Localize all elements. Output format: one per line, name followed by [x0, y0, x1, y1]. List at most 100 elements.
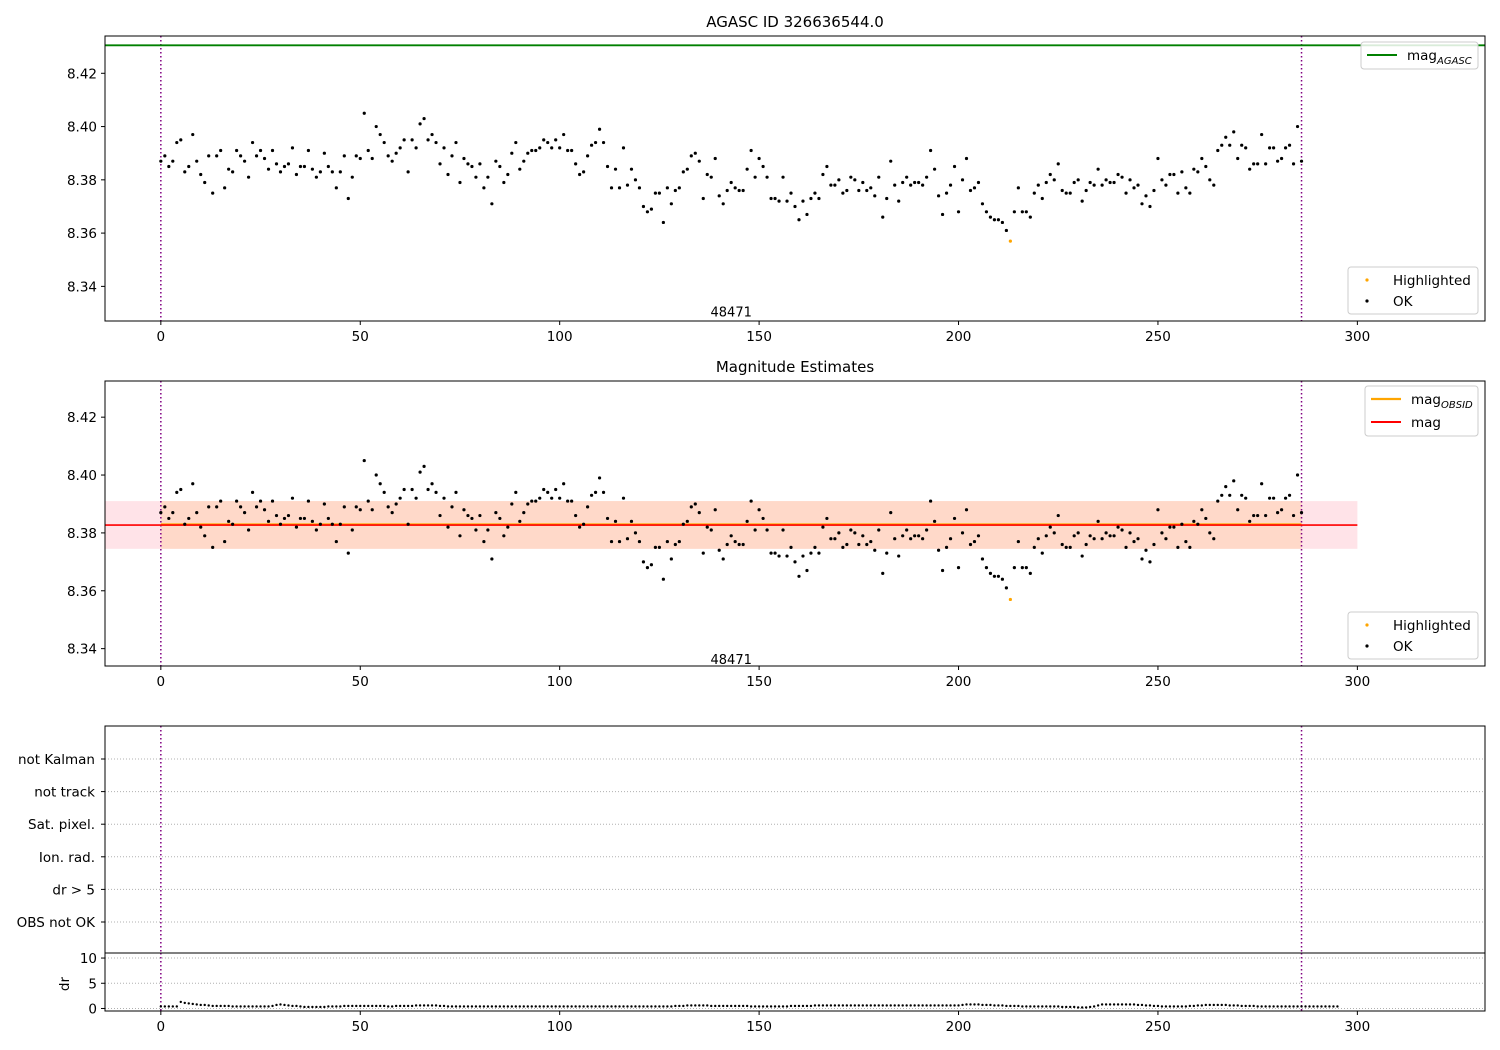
estimates-ytick-label-1: 8.36 [67, 584, 97, 600]
estimates-ok-point-191 [921, 537, 925, 541]
agasc-ok-point-71 [442, 146, 446, 150]
dr-xtick-label-3: 150 [746, 1019, 772, 1035]
agasc-ok-point-179 [873, 194, 877, 198]
estimates-ok-point-19 [235, 499, 239, 503]
agasc-ok-point-76 [462, 156, 466, 161]
agasc-ok-point-48 [350, 175, 354, 179]
agasc-ok-point-228 [1072, 180, 1076, 185]
estimates-ok-point-239 [1116, 525, 1120, 529]
agasc-ok-point-189 [913, 180, 917, 185]
agasc-ok-point-28 [270, 148, 275, 153]
dr-point-142 [725, 1004, 729, 1008]
dr-point-113 [610, 1005, 613, 1008]
estimates-ok-point-38 [310, 519, 314, 523]
agasc-ok-point-222 [1048, 172, 1052, 177]
dr-point-152 [765, 1005, 769, 1008]
dr-point-11 [203, 1003, 206, 1007]
dr-point-100 [558, 1005, 561, 1008]
agasc-ok-point-274 [1256, 162, 1260, 166]
estimates-ok-point-246 [1144, 548, 1148, 552]
agasc-ytick-label-2: 8.38 [67, 173, 97, 189]
dr-point-38 [311, 1005, 314, 1009]
agasc-ok-point-240 [1120, 175, 1124, 179]
estimates-ok-point-47 [346, 551, 350, 555]
estimates-ok-point-196 [940, 568, 945, 573]
estimates-ok-point-150 [757, 508, 761, 512]
dr-point-224 [1053, 1005, 1056, 1008]
estimates-ok-point-20 [239, 505, 243, 509]
estimates-ok-point-108 [589, 493, 594, 497]
estimates-ok-point-27 [266, 519, 271, 523]
dr-point-79 [474, 1005, 478, 1008]
agasc-ok-point-43 [330, 170, 334, 174]
estimates-ok-point-112 [605, 516, 610, 521]
flag-label-0: not Kalman [18, 752, 95, 768]
dr-point-155 [777, 1005, 781, 1008]
dr-point-151 [761, 1005, 765, 1008]
estimates-ok-point-272 [1248, 519, 1252, 523]
dr-point-15 [219, 1004, 222, 1008]
dr-point-40 [319, 1005, 322, 1009]
agasc-ok-point-134 [693, 151, 697, 155]
estimates-ok-point-149 [753, 528, 757, 532]
dr-point-115 [618, 1005, 621, 1008]
estimates-ok-point-166 [821, 525, 825, 529]
estimates-ok-point-216 [1024, 566, 1028, 570]
agasc-ok-point-101 [562, 132, 566, 137]
dr-point-251 [1160, 1005, 1164, 1008]
estimates-ok-point-206 [980, 557, 985, 561]
estimates-ok-point-95 [538, 496, 542, 500]
agasc-ok-point-280 [1279, 156, 1284, 161]
estimates-ok-point-266 [1224, 485, 1228, 489]
agasc-ok-point-263 [1212, 183, 1216, 187]
agasc-ok-point-226 [1064, 191, 1068, 195]
flag-label-4: dr > 5 [52, 882, 95, 898]
estimates-ok-point-275 [1260, 482, 1264, 486]
estimates-ok-point-81 [482, 539, 486, 544]
dr-point-200 [957, 1004, 960, 1007]
estimates-ok-point-99 [554, 487, 558, 492]
dr-point-275 [1256, 1005, 1259, 1008]
dr-point-196 [941, 1004, 944, 1007]
dr-point-286 [1300, 1005, 1303, 1008]
dr-point-69 [434, 1004, 438, 1007]
agasc-ok-point-54 [374, 124, 378, 129]
dr-point-237 [1104, 1003, 1108, 1006]
agasc-ok-point-233 [1092, 183, 1096, 187]
estimates-ok-point-57 [386, 505, 390, 509]
estimates-ok-point-146 [741, 542, 745, 547]
dr-point-132 [686, 1004, 689, 1007]
dr-point-183 [889, 1004, 892, 1007]
estimates-ok-point-227 [1068, 545, 1072, 549]
dr-point-48 [351, 1004, 354, 1008]
estimates-ok-point-189 [913, 534, 917, 538]
estimates-ok-point-147 [745, 519, 749, 523]
estimates-ok-point-224 [1056, 513, 1060, 518]
agasc-ok-point-149 [753, 175, 757, 179]
estimates-ok-point-258 [1192, 519, 1196, 523]
estimates-ok-point-177 [865, 542, 869, 547]
estimates-ok-point-54 [374, 473, 378, 477]
dr-point-77 [466, 1005, 470, 1008]
dr-point-94 [534, 1005, 537, 1008]
agasc-ok-point-108 [589, 143, 594, 147]
agasc-ok-point-279 [1276, 159, 1280, 163]
dr-point-164 [813, 1004, 817, 1007]
estimates-ok-point-228 [1072, 534, 1076, 538]
estimates-ok-point-225 [1060, 542, 1064, 547]
agasc-ok-point-36 [302, 164, 307, 169]
dr-point-33 [291, 1004, 294, 1008]
agasc-ok-point-264 [1216, 148, 1220, 153]
agasc-ok-point-177 [865, 188, 869, 193]
estimates-ok-point-93 [530, 499, 534, 503]
dr-point-202 [965, 1003, 968, 1006]
flag-label-3: Ion. rad. [39, 850, 95, 866]
dr-point-163 [809, 1004, 813, 1008]
dr-point-122 [646, 1005, 649, 1008]
dr-point-143 [729, 1004, 733, 1008]
agasc-ok-point-165 [817, 196, 821, 201]
dr-point-98 [550, 1005, 553, 1008]
agasc-ok-point-141 [721, 202, 725, 206]
agasc-ok-point-80 [478, 162, 482, 166]
dr-point-70 [438, 1004, 442, 1008]
